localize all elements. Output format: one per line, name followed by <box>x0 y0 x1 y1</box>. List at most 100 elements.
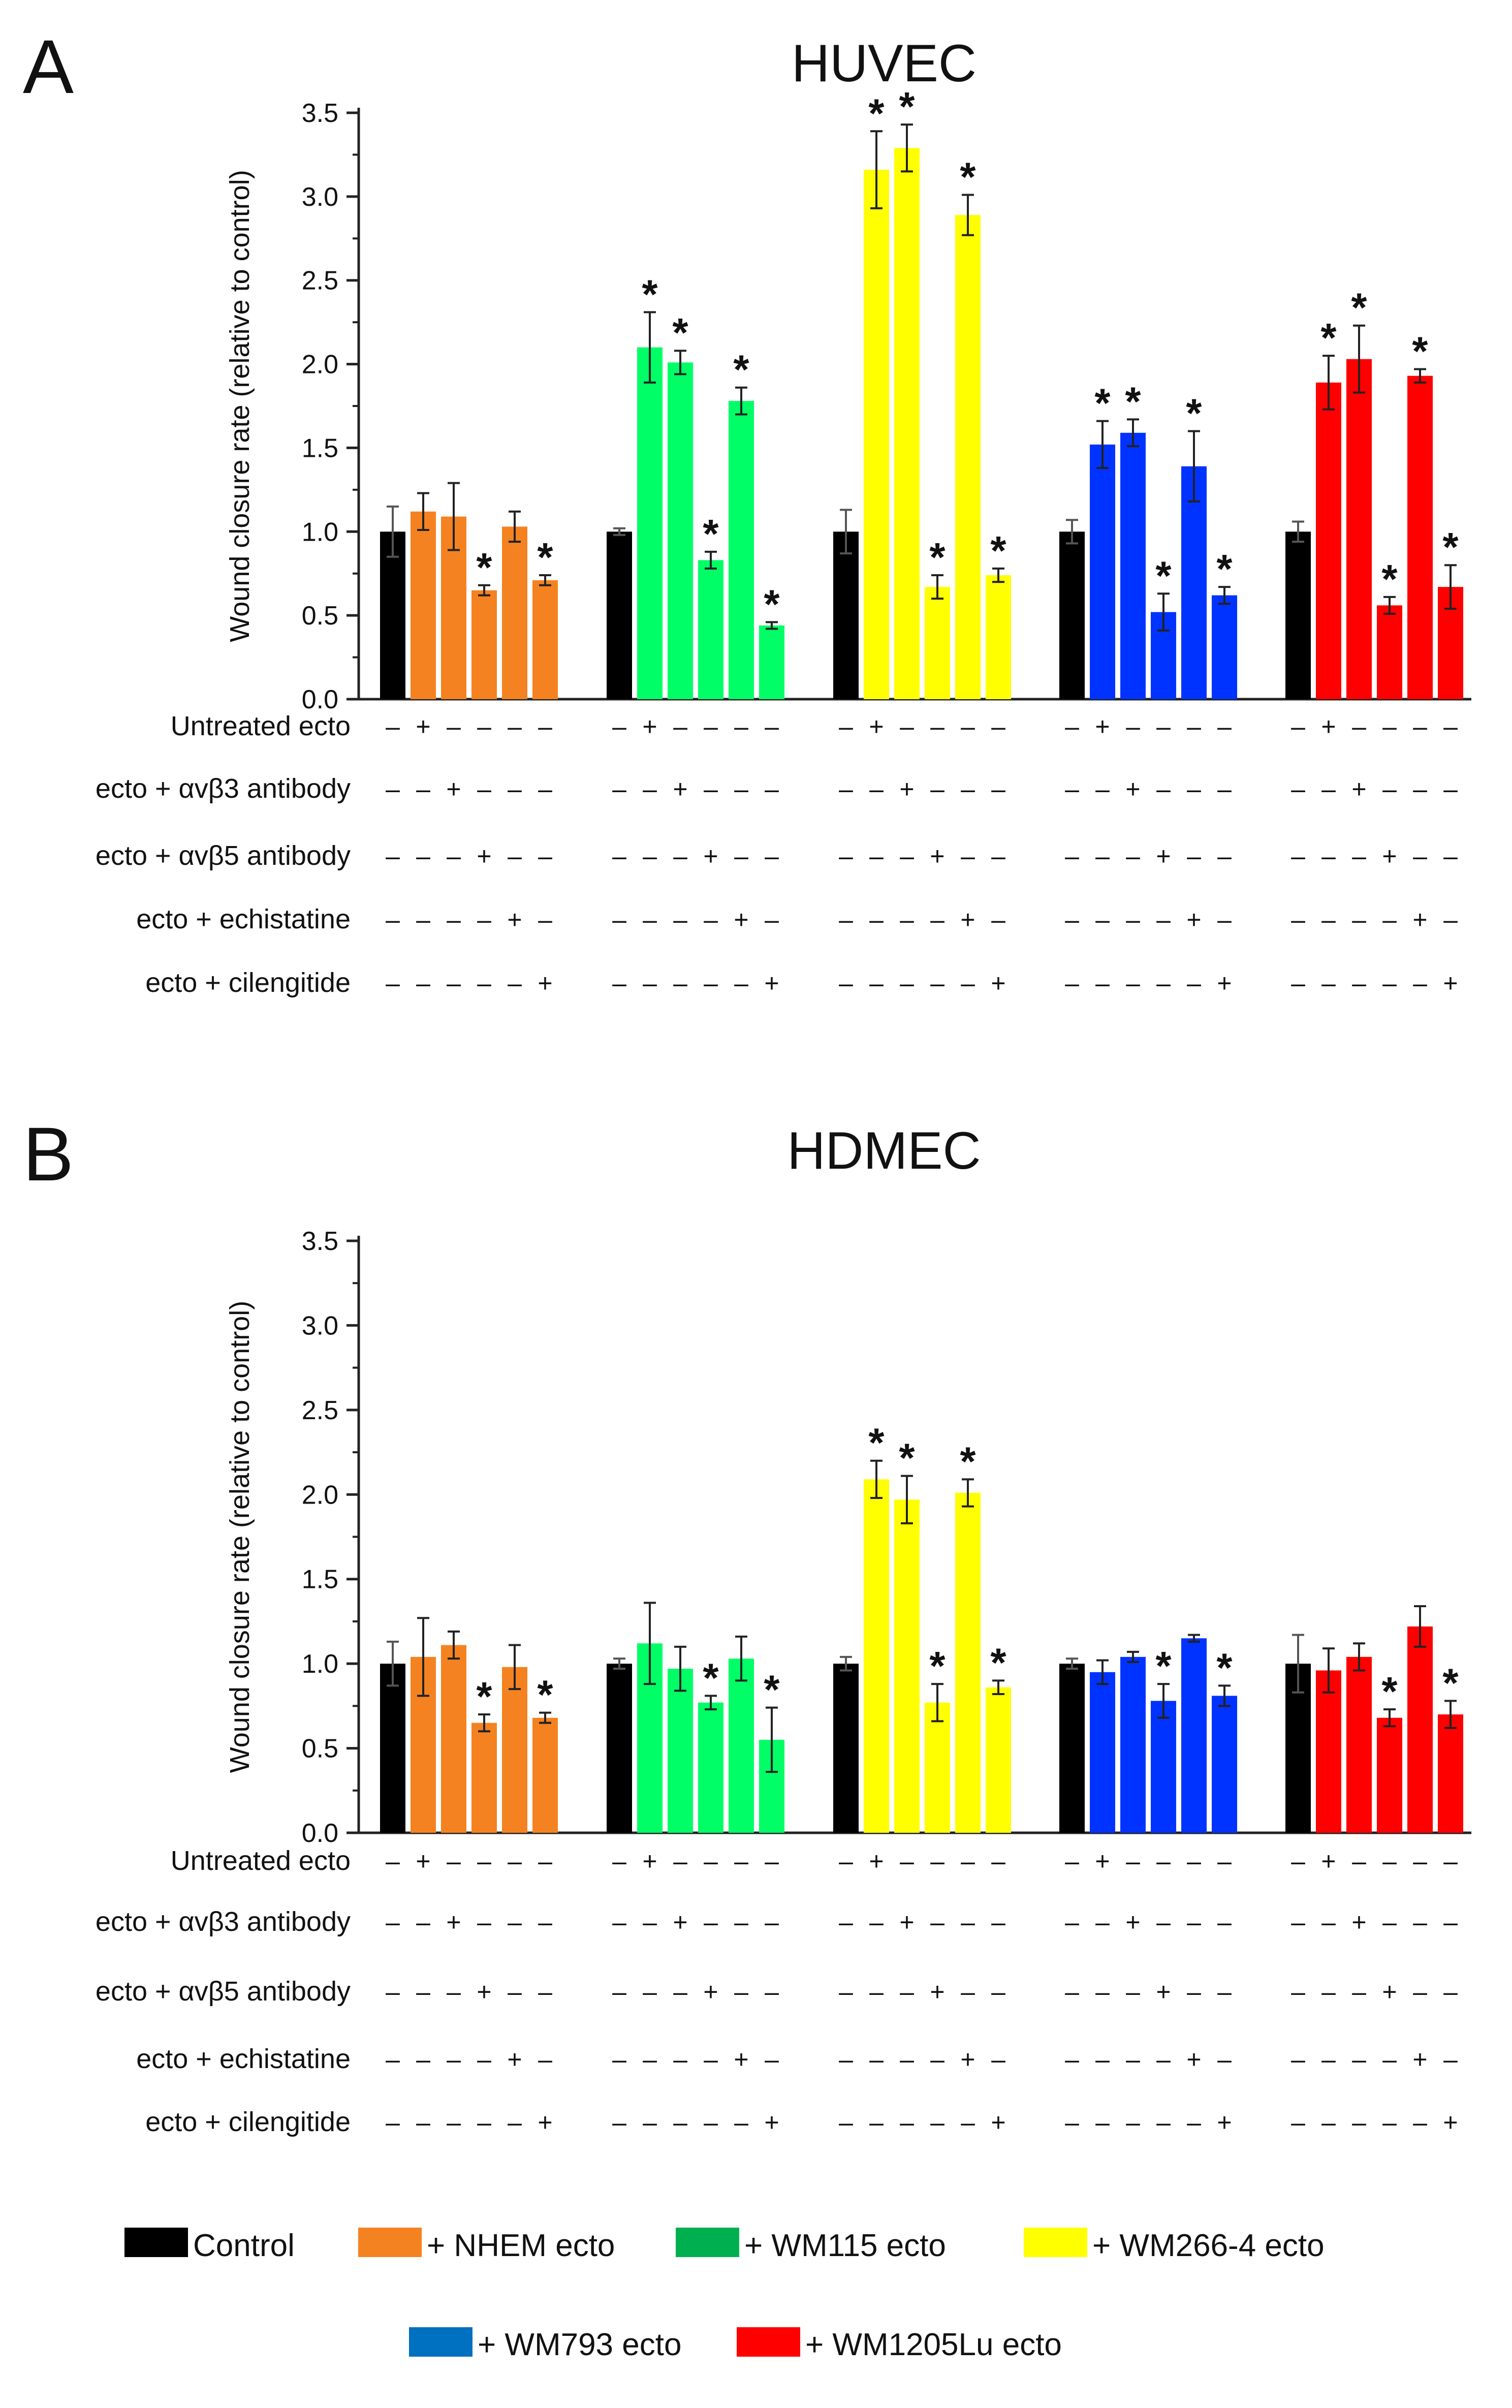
treatment-indicator: + <box>1443 2108 1458 2137</box>
treatment-indicator: – <box>538 905 552 934</box>
treatment-indicator: – <box>1352 842 1366 870</box>
treatment-indicator: – <box>1321 1908 1336 1936</box>
treatment-indicator: + <box>1186 905 1201 934</box>
treatment-indicator: + <box>1125 775 1140 803</box>
treatment-indicator: – <box>1217 1908 1232 1936</box>
legend-label: + WM115 ecto <box>744 2228 946 2263</box>
treatment-indicator: – <box>991 905 1005 934</box>
y-tick-label: 3.5 <box>302 99 338 128</box>
treatment-indicator: – <box>508 1847 522 1875</box>
treatment-indicator: – <box>1095 775 1110 803</box>
treatment-indicator: – <box>1065 775 1079 803</box>
treatment-indicator: – <box>839 1908 853 1936</box>
y-tick-label: 0.0 <box>302 685 338 714</box>
treatment-indicator: + <box>1351 1908 1366 1936</box>
treatment-indicator: – <box>1382 2045 1397 2074</box>
treatment-indicator: – <box>1443 712 1458 741</box>
treatment-indicator: – <box>734 1908 748 1936</box>
treatment-indicator: – <box>704 775 718 803</box>
treatment-row-label: ecto + αvβ3 antibody <box>96 1906 351 1937</box>
significance-marker: * <box>764 581 780 627</box>
treatment-indicator: + <box>507 905 522 934</box>
bar <box>607 531 632 699</box>
treatment-indicator: – <box>765 2045 779 2074</box>
treatment-indicator: + <box>538 2108 552 2137</box>
treatment-indicator: – <box>416 1978 430 2006</box>
treatment-indicator: – <box>1217 1847 1232 1875</box>
treatment-indicator: – <box>1217 1978 1232 2006</box>
treatment-indicator: – <box>930 712 944 741</box>
treatment-indicator: – <box>734 842 748 870</box>
treatment-indicator: – <box>386 2045 400 2074</box>
treatment-indicator: – <box>1126 2045 1140 2074</box>
treatment-indicator: – <box>386 1978 400 2006</box>
treatment-indicator: – <box>416 2108 430 2137</box>
treatment-indicator: – <box>961 2108 975 2137</box>
treatment-indicator: + <box>1217 2108 1232 2137</box>
bar <box>1059 1664 1085 1833</box>
treatment-indicator: – <box>930 775 944 803</box>
treatment-indicator: – <box>1352 2108 1366 2137</box>
treatment-indicator: – <box>508 1908 522 1936</box>
bar <box>1090 444 1115 699</box>
significance-marker: * <box>537 1672 553 1717</box>
treatment-indicator: – <box>673 905 687 934</box>
treatment-indicator: – <box>1156 2045 1171 2074</box>
y-tick-label: 3.0 <box>302 182 338 212</box>
bar <box>833 1664 859 1833</box>
treatment-indicator: – <box>704 1847 718 1875</box>
bar <box>1212 1696 1237 1833</box>
treatment-indicator: – <box>416 905 430 934</box>
treatment-indicator: – <box>1413 1908 1427 1936</box>
bar <box>759 625 784 699</box>
treatment-indicator: – <box>1291 1847 1305 1875</box>
treatment-indicator: – <box>612 1908 626 1936</box>
treatment-indicator: – <box>704 1908 718 1936</box>
treatment-indicator: – <box>1126 2108 1140 2137</box>
treatment-indicator: – <box>386 712 400 741</box>
treatment-indicator: – <box>1321 775 1336 803</box>
treatment-indicator: – <box>1187 1847 1201 1875</box>
bar <box>729 1659 754 1833</box>
treatment-indicator: + <box>477 1978 491 2006</box>
treatment-row-label: Untreated ecto <box>171 711 351 741</box>
treatment-indicator: + <box>764 2108 779 2137</box>
treatment-indicator: – <box>643 969 657 997</box>
treatment-indicator: – <box>1217 842 1232 870</box>
treatment-indicator: – <box>900 1847 914 1875</box>
bar <box>1151 1701 1176 1833</box>
significance-marker: * <box>1412 328 1428 373</box>
treatment-indicator: – <box>1126 712 1140 741</box>
treatment-indicator: – <box>869 1908 884 1936</box>
treatment-indicator: – <box>839 712 853 741</box>
treatment-indicator: – <box>1291 1908 1305 1936</box>
treatment-indicator: – <box>1126 969 1140 997</box>
treatment-row-label: ecto + echistatine <box>136 904 351 934</box>
treatment-indicator: – <box>839 842 853 870</box>
bar <box>986 1687 1011 1833</box>
significance-marker: * <box>642 271 658 317</box>
treatment-indicator: – <box>386 1908 400 1936</box>
treatment-indicator: – <box>1065 1908 1079 1936</box>
treatment-indicator: – <box>1217 2045 1232 2074</box>
bar <box>1120 432 1146 699</box>
treatment-indicator: – <box>1443 1908 1458 1936</box>
bar <box>1181 466 1207 699</box>
treatment-indicator: + <box>899 1908 914 1936</box>
treatment-indicator: – <box>1065 2045 1079 2074</box>
treatment-indicator: – <box>1156 775 1171 803</box>
significance-marker: * <box>537 535 553 580</box>
bar <box>637 347 663 699</box>
treatment-row-label: Untreated ecto <box>171 1846 351 1876</box>
treatment-indicator: – <box>1156 2108 1171 2137</box>
significance-marker: * <box>899 1435 915 1481</box>
treatment-indicator: – <box>765 775 779 803</box>
y-tick-label: 2.5 <box>302 266 338 296</box>
treatment-indicator: – <box>1352 712 1366 741</box>
treatment-indicator: – <box>734 969 748 997</box>
treatment-indicator: – <box>1413 2108 1427 2137</box>
y-tick-label: 2.5 <box>302 1396 338 1425</box>
bar <box>986 575 1011 699</box>
bar <box>833 531 859 699</box>
significance-marker: * <box>1442 524 1459 570</box>
